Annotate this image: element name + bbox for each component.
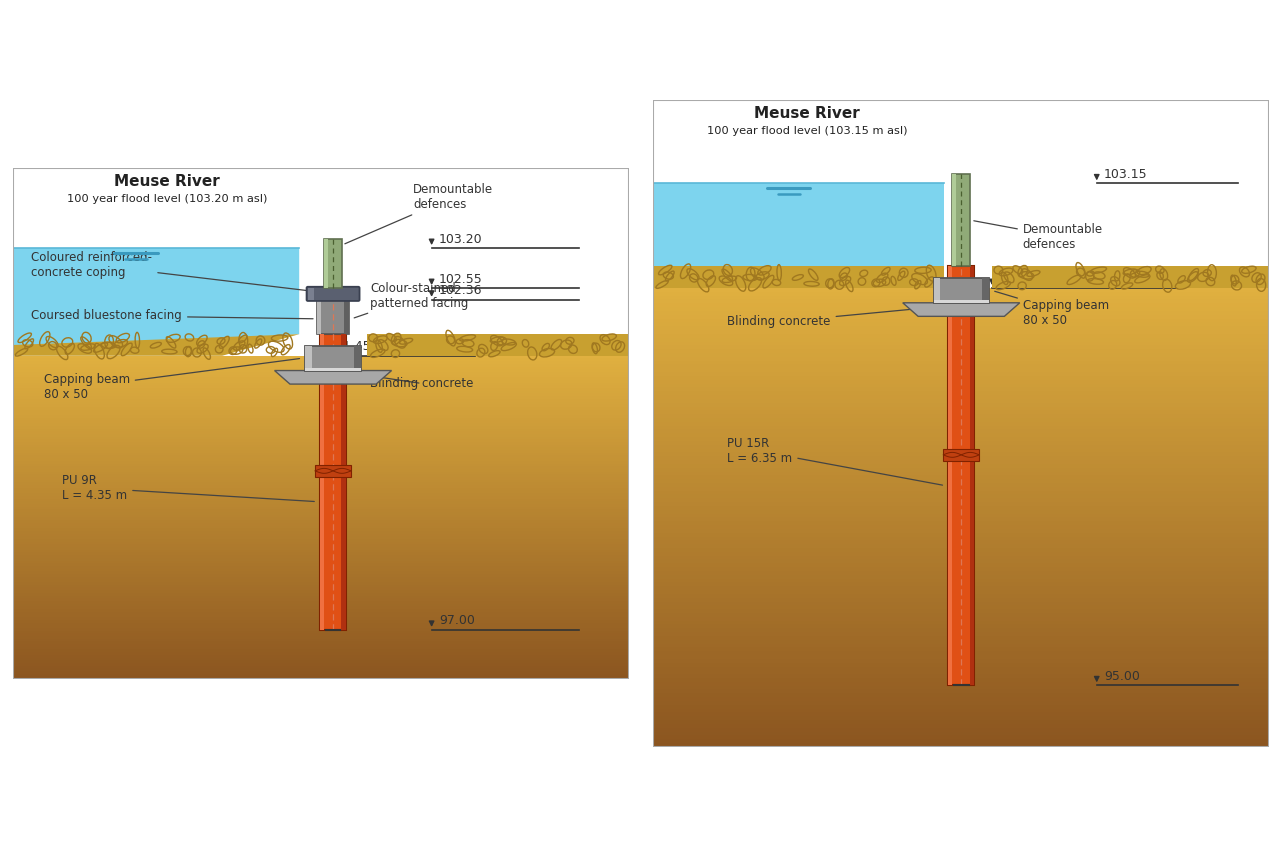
Bar	[953, 174, 970, 267]
Polygon shape	[13, 335, 299, 356]
Text: Colour-stained
patterned facing: Colour-stained patterned facing	[354, 281, 468, 318]
Text: Meuse River: Meuse River	[114, 174, 219, 189]
Bar	[341, 335, 346, 630]
Bar	[969, 267, 974, 685]
Text: Meuse River: Meuse River	[754, 107, 860, 121]
Bar	[953, 174, 956, 267]
Bar	[944, 449, 979, 461]
Text: 97.00: 97.00	[438, 614, 474, 628]
Bar	[354, 346, 360, 370]
Text: Coloured reinforced-
concrete coping: Coloured reinforced- concrete coping	[31, 251, 309, 291]
Polygon shape	[13, 248, 299, 352]
Bar	[324, 239, 328, 288]
Polygon shape	[274, 370, 391, 384]
Text: 101.45: 101.45	[328, 340, 372, 353]
Text: Demountable
defences: Demountable defences	[974, 221, 1103, 252]
FancyBboxPatch shape	[306, 287, 359, 301]
Bar	[933, 278, 940, 302]
Bar	[982, 278, 988, 302]
Text: 103.20: 103.20	[438, 233, 482, 246]
Bar	[308, 288, 314, 300]
Bar	[305, 368, 360, 370]
Text: 101.45: 101.45	[1000, 273, 1044, 285]
Text: 95.00: 95.00	[1104, 670, 1140, 683]
Bar	[305, 346, 360, 370]
Text: Coursed bluestone facing: Coursed bluestone facing	[31, 309, 313, 322]
Text: Capping beam
80 x 50: Capping beam 80 x 50	[995, 291, 1109, 327]
Text: 102.55: 102.55	[438, 273, 483, 285]
Bar	[345, 300, 349, 335]
Text: Capping beam
80 x 50: Capping beam 80 x 50	[44, 358, 300, 401]
Text: 102.36: 102.36	[438, 285, 482, 297]
Bar	[317, 300, 320, 335]
Text: PU 9R
L = 4.35 m: PU 9R L = 4.35 m	[62, 474, 314, 502]
Text: 100 year flood level (103.15 m asl): 100 year flood level (103.15 m asl)	[708, 126, 908, 136]
Bar	[933, 278, 988, 302]
Bar	[949, 267, 974, 685]
Bar	[305, 346, 312, 370]
Text: Blinding concrete: Blinding concrete	[370, 377, 473, 390]
Text: 100 year flood level (103.20 m asl): 100 year flood level (103.20 m asl)	[67, 194, 267, 204]
Bar	[933, 300, 988, 302]
Bar	[317, 300, 349, 335]
Text: PU 15R
L = 6.35 m: PU 15R L = 6.35 m	[727, 437, 942, 485]
Bar	[320, 335, 324, 630]
Text: Blinding concrete: Blinding concrete	[727, 309, 913, 329]
Text: Demountable
defences: Demountable defences	[345, 183, 494, 244]
Polygon shape	[903, 302, 1019, 316]
Bar	[949, 267, 953, 685]
Bar	[315, 465, 351, 477]
Bar	[324, 239, 342, 288]
Text: 103.15: 103.15	[1104, 168, 1147, 181]
Bar	[320, 335, 346, 630]
